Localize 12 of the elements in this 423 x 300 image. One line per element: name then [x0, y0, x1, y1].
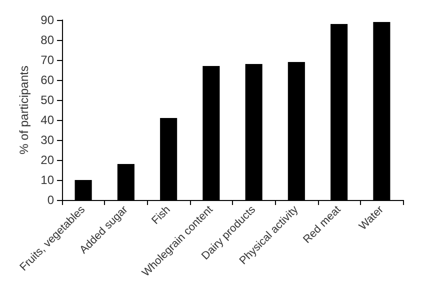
y-tick-label: 70 — [40, 53, 54, 67]
y-tick-label: 30 — [40, 133, 54, 147]
y-axis-title: % of participants — [16, 66, 31, 154]
x-tick-label: Fish — [150, 204, 173, 227]
y-tick-label: 0 — [47, 193, 54, 207]
y-tick-label: 90 — [40, 13, 54, 27]
y-tick-label: 50 — [40, 93, 54, 107]
y-tick-label: 20 — [40, 153, 54, 167]
y-tick-label: 10 — [40, 173, 54, 187]
y-tick-label: 60 — [40, 73, 54, 87]
y-tick-label: 40 — [40, 113, 54, 127]
y-tick-label: 80 — [40, 33, 54, 47]
